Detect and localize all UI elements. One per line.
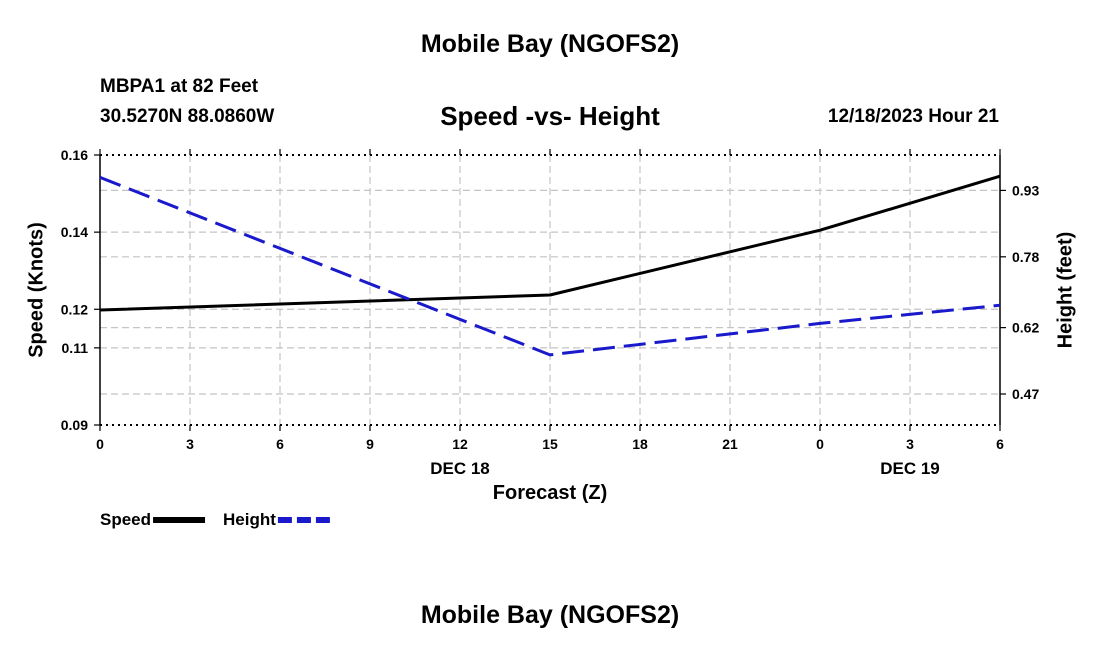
page-title: Mobile Bay (NGOFS2) (420, 30, 680, 58)
y-tick-label: 0.14 (61, 224, 88, 240)
y-tick-label: 0.12 (61, 301, 88, 317)
y-axis-title: Speed (Knots) (25, 222, 48, 358)
forecast-timestamp: 12/18/2023 Hour 21 (827, 106, 999, 127)
x-tick-label: 12 (452, 436, 468, 452)
x-tick-label: 15 (542, 436, 558, 452)
x-tick-label: 9 (366, 436, 374, 452)
y-tick-label: 0.11 (62, 340, 89, 356)
series (99, 174, 1001, 357)
x-tick-label: 6 (276, 436, 284, 452)
y2-axis-title: Height (feet) (1054, 231, 1077, 349)
station-label: MBPA1 at 82 Feet (100, 76, 259, 97)
height-series-line (99, 175, 1001, 357)
y-tick-label: 0.09 (61, 417, 88, 433)
x-tick-label: 3 (186, 436, 194, 452)
x-tick-label: 0 (96, 436, 104, 452)
legend-label: Height (223, 510, 276, 529)
grid (100, 155, 1000, 425)
x-tick-label: 21 (722, 436, 738, 452)
y-tick-label: 0.16 (61, 147, 88, 163)
legend-label: Speed (100, 510, 151, 529)
tick-labels: 0 3 6 9 12 15 18 21 0 3 6 DEC 18 DEC 19 0.09 0.11 0.12 0… (61, 147, 1040, 478)
y2-tick-label: 0.78 (1012, 249, 1039, 265)
x-tick-label: 3 (906, 436, 914, 452)
y2-tick-label: 0.47 (1012, 386, 1039, 402)
x-tick-label: 6 (996, 436, 1004, 452)
station-coordinates: 30.5270N 88.0860W (100, 106, 275, 127)
x-tick-label: 18 (632, 436, 648, 452)
y2-tick-label: 0.93 (1012, 182, 1039, 198)
speed-series-line (99, 174, 1001, 312)
x-tick-label: 0 (816, 436, 824, 452)
footer-title: Mobile Bay (NGOFS2) (420, 601, 680, 629)
legend: Speed Height (100, 510, 330, 529)
date-label: DEC 18 (430, 459, 490, 478)
axes (94, 149, 1006, 431)
x-axis-title: Forecast (Z) (492, 482, 608, 504)
date-label: DEC 19 (880, 459, 940, 478)
y2-tick-label: 0.62 (1012, 320, 1039, 336)
chart-title: Speed -vs- Height (440, 101, 660, 131)
